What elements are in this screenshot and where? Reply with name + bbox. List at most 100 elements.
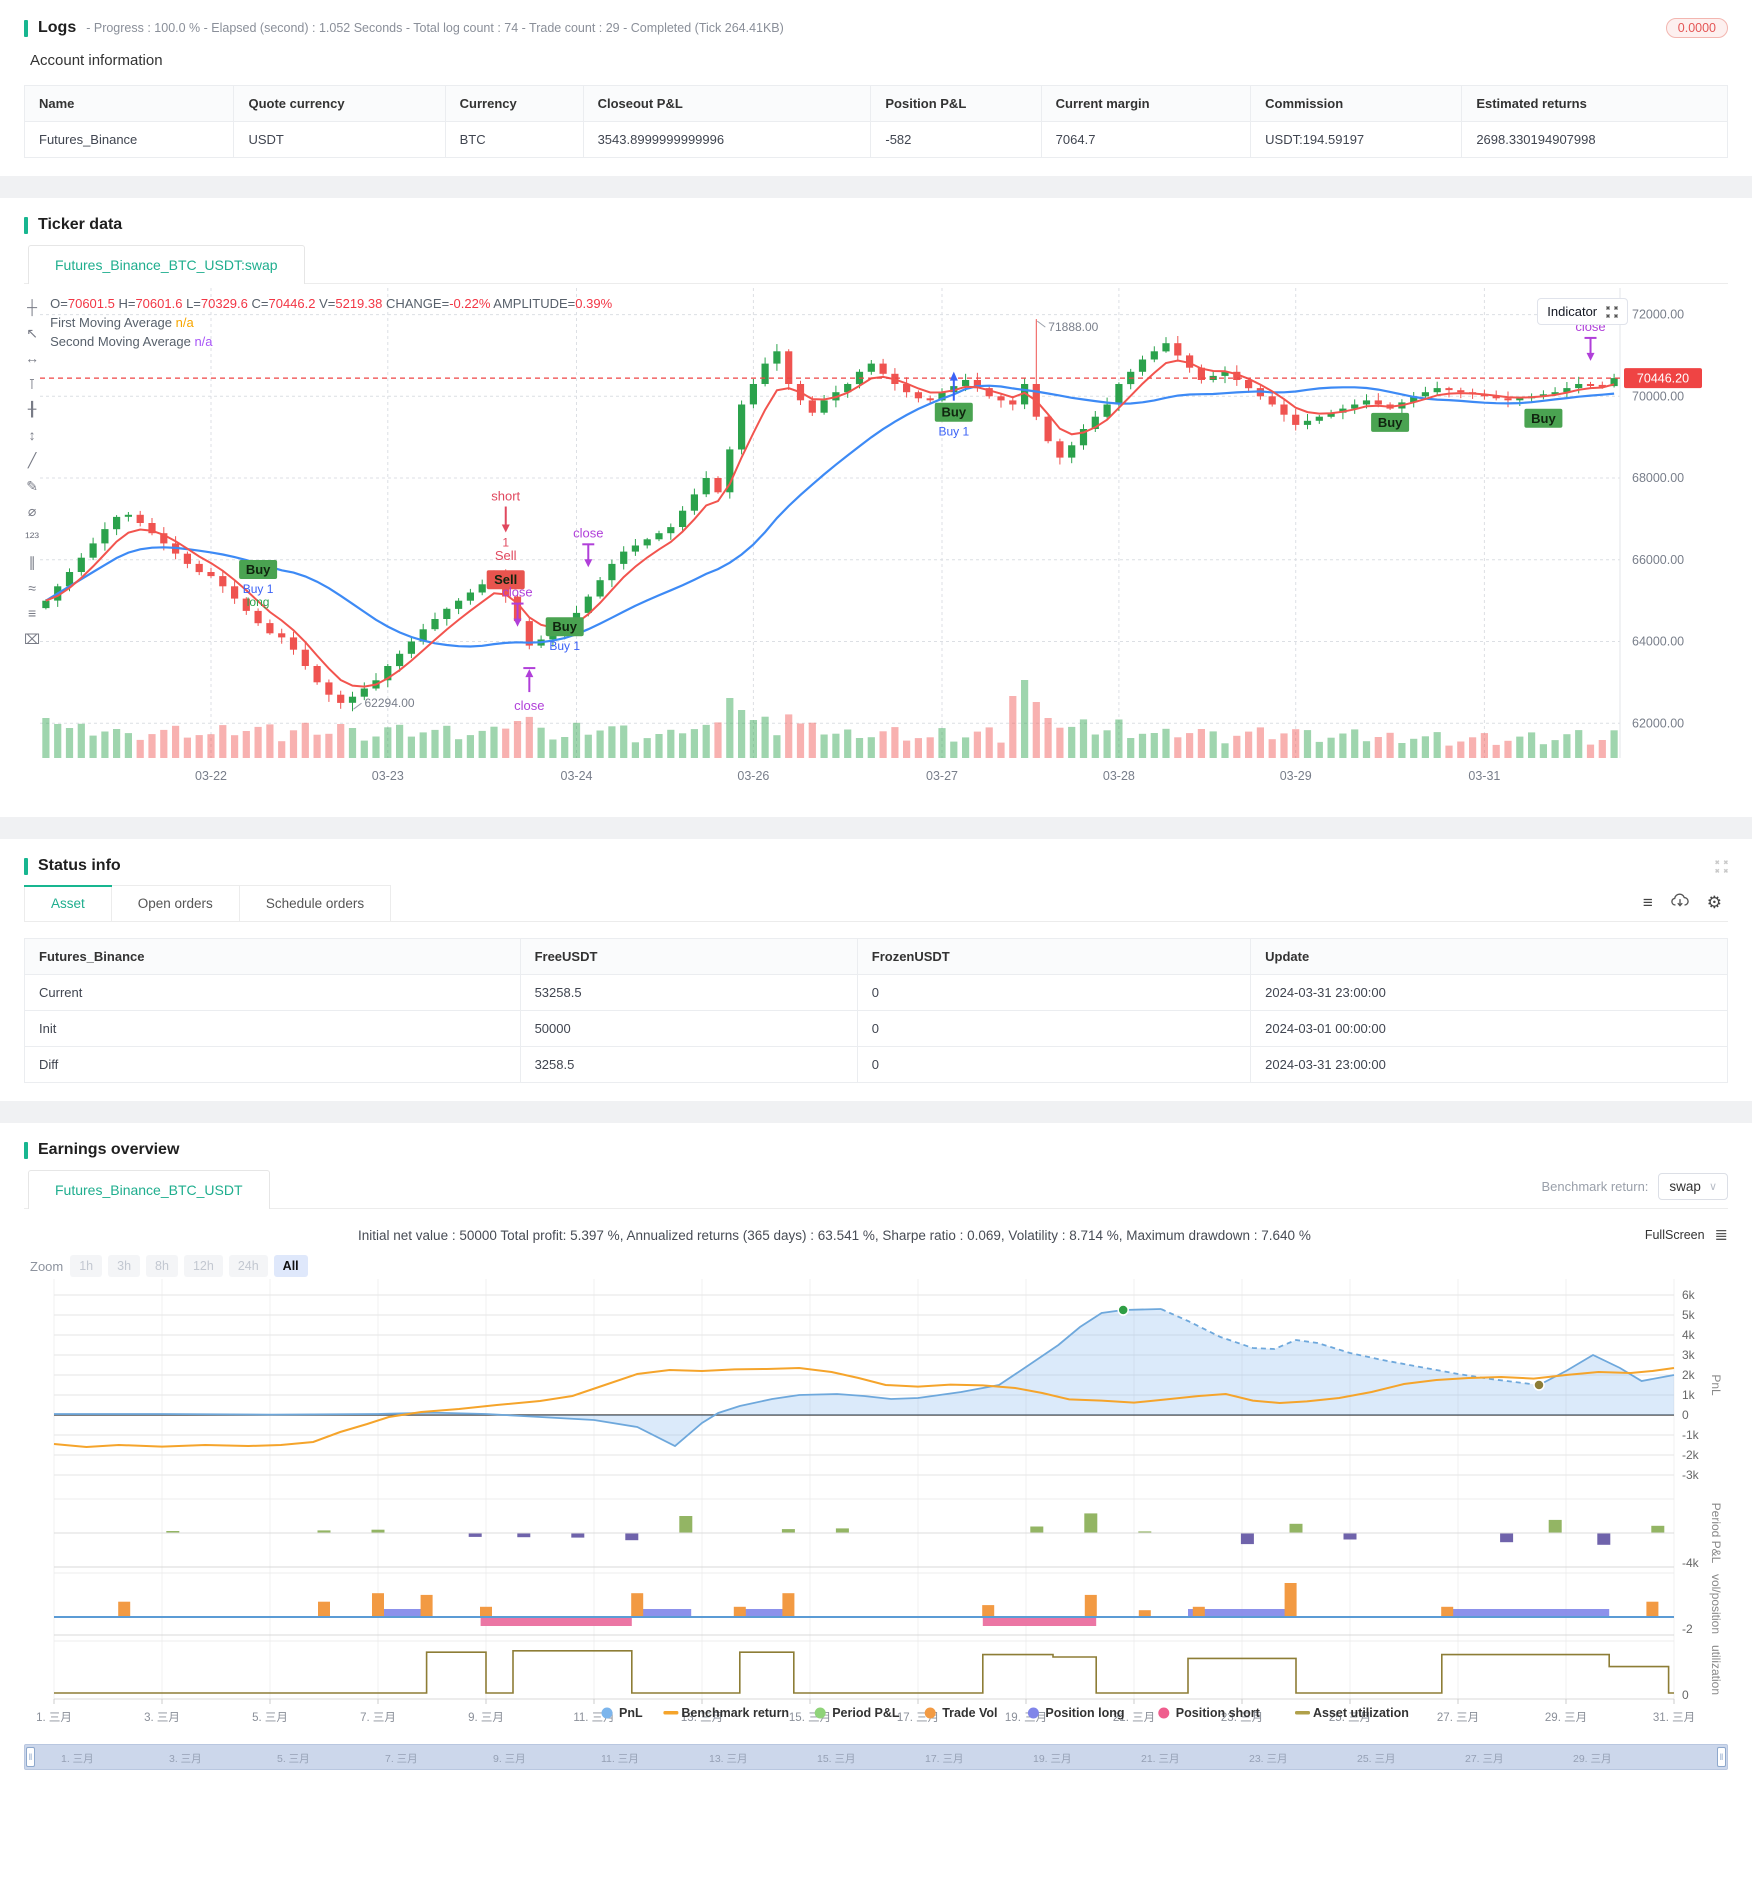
navigator-date-label: 19. 三月 <box>1033 1753 1072 1765</box>
navigator-date-label: 25. 三月 <box>1357 1753 1396 1765</box>
vertical-line-icon[interactable]: ⊺ <box>28 375 36 392</box>
table-cell: 2698.330194907998 <box>1461 121 1728 158</box>
wave-icon[interactable]: ≈ <box>28 579 36 596</box>
svg-text:03-28: 03-28 <box>1103 769 1135 783</box>
earnings-stats-line: Initial net value : 50000 Total profit: … <box>358 1227 1311 1243</box>
svg-text:Sell: Sell <box>495 548 517 563</box>
earnings-title: Earnings overview <box>38 1141 180 1158</box>
svg-text:Buy 1: Buy 1 <box>549 639 580 653</box>
zoom-12h-button[interactable]: 12h <box>183 1255 223 1277</box>
svg-text:70000.00: 70000.00 <box>1632 389 1684 403</box>
table-cell: 53258.5 <box>519 974 858 1011</box>
status-section: Status info Asset Open orders Schedule ord… <box>0 839 1752 1101</box>
crosshair-icon[interactable]: ┼ <box>27 299 38 315</box>
svg-text:64000.00: 64000.00 <box>1632 635 1684 649</box>
ohlc-key: V= <box>319 296 336 311</box>
table-cell: 50000 <box>519 1010 858 1047</box>
cross-lines-icon[interactable]: ╂ <box>27 401 37 417</box>
table-cell[interactable]: Current <box>24 974 521 1011</box>
svg-text:Buy: Buy <box>1378 415 1403 430</box>
status-table: Futures_Binance FreeUSDT FrozenUSDT Update … <box>24 938 1728 1083</box>
tab-futures-binance-btc-usdt[interactable]: Futures_Binance_BTC_USDT <box>28 1170 270 1209</box>
delete-drawing-icon[interactable]: ⌧ <box>24 630 41 647</box>
export-download-icon[interactable] <box>1670 893 1689 913</box>
ohlc-value: 70601.5 <box>67 296 119 311</box>
chart-context-menu-icon[interactable]: ≣ <box>1714 1227 1728 1244</box>
navigator-right-handle[interactable]: ‖ <box>1717 1747 1726 1767</box>
ohlc-key: AMPLITUDE= <box>493 296 576 311</box>
svg-text:0: 0 <box>1682 1688 1689 1702</box>
status-accent-bar <box>24 857 28 875</box>
svg-text:0: 0 <box>1682 1408 1689 1422</box>
navigator-date-label: 21. 三月 <box>1141 1753 1180 1765</box>
numbers-icon[interactable]: ¹²³ <box>25 528 40 545</box>
magnet-icon[interactable]: ≡ <box>27 605 37 621</box>
table-row: Init 50000 0 2024-03-01 00:00:00 <box>24 1010 1728 1047</box>
svg-text:1k: 1k <box>1682 1388 1696 1402</box>
zoom-label: Zoom <box>30 1258 64 1274</box>
ohlc-value: 70329.6 <box>200 296 252 311</box>
zoom-8h-button[interactable]: 8h <box>146 1255 178 1277</box>
tab-asset[interactable]: Asset <box>24 885 112 921</box>
ray-line-icon[interactable]: ╱ <box>27 452 37 468</box>
indicator-button[interactable]: Indicator <box>1537 298 1629 325</box>
ohlc-key: O= <box>50 296 68 311</box>
candlestick-plot[interactable]: O=70601.5 H=70601.6 L=70329.6 C=70446.2 … <box>40 288 1732 799</box>
svg-text:close: close <box>514 698 544 713</box>
table-header-cell: Estimated returns <box>1461 85 1728 122</box>
zoom-controls: Zoom 1h 3h 8h 12h 24h All <box>30 1255 1728 1277</box>
account-table-head: Name Quote currency Currency Closeout P&L Po… <box>23 85 1728 122</box>
earnings-chart-svg[interactable]: 6k 5k 4k 3k 2k 1k 0 -1k -2k -3k -4k -2 0 PnL Period P&… <box>24 1279 1728 1729</box>
horizontal-line-icon[interactable]: ↔ <box>25 350 40 366</box>
svg-text:close: close <box>573 525 603 540</box>
svg-text:Benchmark return: Benchmark return <box>681 1706 789 1720</box>
navigator-date-label: 13. 三月 <box>709 1753 748 1765</box>
zoom-3h-button[interactable]: 3h <box>108 1255 141 1277</box>
table-cell: -582 <box>870 121 1042 158</box>
status-collapse-icon[interactable] <box>1714 859 1728 873</box>
svg-text:Position long: Position long <box>1045 1706 1124 1720</box>
tab-open-orders[interactable]: Open orders <box>111 885 240 921</box>
table-row: Futures_Binance USDT BTC 3543.8999999999996… <box>23 121 1728 158</box>
svg-text:Buy: Buy <box>942 405 967 420</box>
svg-text:68000.00: 68000.00 <box>1632 471 1684 485</box>
table-menu-icon[interactable]: ≡ <box>1642 893 1653 912</box>
zoom-24h-button[interactable]: 24h <box>228 1255 268 1277</box>
benchmark-return-select[interactable]: swap ∨ <box>1658 1173 1728 1200</box>
zoom-all-button[interactable]: All <box>273 1255 308 1277</box>
status-table-head: Futures_Binance FreeUSDT FrozenUSDT Update <box>24 938 1728 975</box>
zoom-1h-button[interactable]: 1h <box>70 1255 103 1277</box>
candlestick-svg[interactable]: 03-22 03-23 03-24 03-26 03-27 03-28 03-29 03-31… <box>40 288 1732 794</box>
navigator-left-handle[interactable]: ‖ <box>26 1747 35 1767</box>
navigator-date-label: 27. 三月 <box>1465 1753 1504 1765</box>
logs-title: Logs <box>38 19 77 36</box>
price-range-icon[interactable]: ↕ <box>28 426 36 443</box>
zoom-button-list: 1h 3h 8h 12h 24h All <box>70 1255 308 1277</box>
navigator-date-label: 1. 三月 <box>61 1753 94 1765</box>
fullscreen-control[interactable]: FullScreen ≣ <box>1645 1225 1728 1245</box>
svg-text:Asset utilization: Asset utilization <box>1313 1706 1409 1720</box>
ohlc-value: 70601.6 <box>135 296 187 311</box>
ohlc-legend: O=70601.5 H=70601.6 L=70329.6 C=70446.2 … <box>50 294 612 351</box>
trend-line-icon[interactable]: ↖ <box>26 324 38 341</box>
ticker-section: Ticker data Futures_Binance_BTC_USDT:swa… <box>0 198 1752 817</box>
ohlc-key: H= <box>118 296 136 311</box>
svg-text:Trade Vol: Trade Vol <box>942 1706 997 1720</box>
navigator-date-label: 15. 三月 <box>817 1753 856 1765</box>
parallel-channel-icon[interactable]: ∥ <box>28 554 36 570</box>
tab-schedule-orders[interactable]: Schedule orders <box>239 885 392 921</box>
settings-gear-icon[interactable]: ⚙ <box>1706 893 1722 912</box>
chevron-down-icon: ∨ <box>1708 1181 1717 1193</box>
tab-futures-binance-btc-usdt-swap[interactable]: Futures_Binance_BTC_USDT:swap <box>28 245 305 284</box>
chart-navigator[interactable]: ‖ ‖ 1. 三月 3. 三月 5. 三月 7. 三月 9. 三月 11. 三月 13. 三… <box>24 1744 1728 1770</box>
svg-text:03-23: 03-23 <box>372 769 404 783</box>
circle-shape-icon[interactable]: ⌀ <box>27 503 37 519</box>
brush-icon[interactable]: ✎ <box>26 477 38 494</box>
table-cell: Init <box>24 1010 521 1047</box>
svg-text:Buy 1: Buy 1 <box>939 425 970 439</box>
ma-legend-row: Second Moving Average n/a <box>50 334 213 349</box>
chart-fullscreen-icon[interactable] <box>1605 305 1619 318</box>
svg-text:5k: 5k <box>1682 1308 1696 1322</box>
table-cell: 2024-03-31 23:00:00 <box>1250 974 1728 1011</box>
earnings-section: Earnings overview Futures_Binance_BTC_US… <box>0 1123 1752 1788</box>
